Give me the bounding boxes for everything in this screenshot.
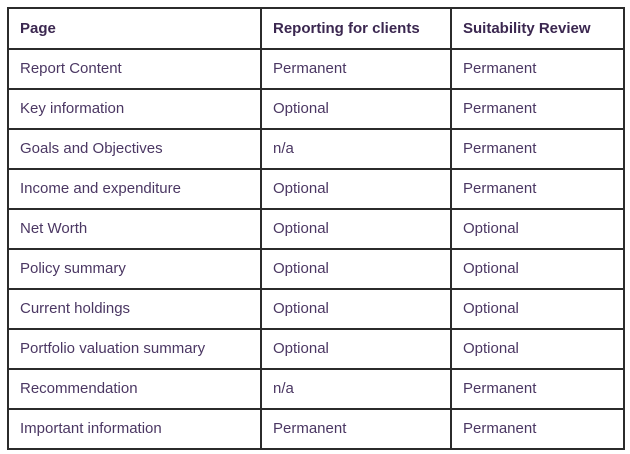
column-header-page: Page <box>7 7 262 50</box>
cell-page: Goals and Objectives <box>7 128 262 170</box>
header-row: Page Reporting for clients Suitability R… <box>7 7 625 50</box>
cell-page: Report Content <box>7 48 262 90</box>
cell-reporting-for-clients: n/a <box>260 368 452 410</box>
cell-page: Key information <box>7 88 262 130</box>
column-header-reporting-for-clients: Reporting for clients <box>260 7 452 50</box>
cell-page: Income and expenditure <box>7 168 262 210</box>
table-row: Income and expenditure Optional Permanent <box>7 168 625 210</box>
table-row: Recommendation n/a Permanent <box>7 368 625 410</box>
cell-suitability-review: Permanent <box>450 128 625 170</box>
cell-reporting-for-clients: Optional <box>260 328 452 370</box>
cell-suitability-review: Permanent <box>450 48 625 90</box>
cell-page: Important information <box>7 408 262 450</box>
cell-suitability-review: Optional <box>450 288 625 330</box>
cell-reporting-for-clients: Optional <box>260 248 452 290</box>
cell-page: Portfolio valuation summary <box>7 328 262 370</box>
cell-reporting-for-clients: Permanent <box>260 48 452 90</box>
cell-reporting-for-clients: Permanent <box>260 408 452 450</box>
cell-suitability-review: Permanent <box>450 408 625 450</box>
cell-suitability-review: Optional <box>450 208 625 250</box>
table-row: Current holdings Optional Optional <box>7 288 625 330</box>
cell-page: Policy summary <box>7 248 262 290</box>
cell-suitability-review: Permanent <box>450 168 625 210</box>
cell-suitability-review: Permanent <box>450 368 625 410</box>
cell-suitability-review: Optional <box>450 248 625 290</box>
table-row: Important information Permanent Permanent <box>7 408 625 450</box>
table-row: Portfolio valuation summary Optional Optio… <box>7 328 625 370</box>
cell-reporting-for-clients: n/a <box>260 128 452 170</box>
table-row: Key information Optional Permanent <box>7 88 625 130</box>
page-review-table: Page Reporting for clients Suitability R… <box>7 7 625 450</box>
column-header-suitability-review: Suitability Review <box>450 7 625 50</box>
table-row: Goals and Objectives n/a Permanent <box>7 128 625 170</box>
cell-page: Current holdings <box>7 288 262 330</box>
cell-reporting-for-clients: Optional <box>260 288 452 330</box>
table-row: Policy summary Optional Optional <box>7 248 625 290</box>
cell-page: Recommendation <box>7 368 262 410</box>
cell-suitability-review: Permanent <box>450 88 625 130</box>
cell-suitability-review: Optional <box>450 328 625 370</box>
cell-reporting-for-clients: Optional <box>260 168 452 210</box>
table-header: Page Reporting for clients Suitability R… <box>7 7 625 50</box>
cell-reporting-for-clients: Optional <box>260 88 452 130</box>
cell-page: Net Worth <box>7 208 262 250</box>
table-row: Net Worth Optional Optional <box>7 208 625 250</box>
table-body: Report Content Permanent Permanent Key info… <box>7 48 625 450</box>
table-row: Report Content Permanent Permanent <box>7 48 625 90</box>
page-review-table-container: Page Reporting for clients Suitability R… <box>7 7 625 450</box>
cell-reporting-for-clients: Optional <box>260 208 452 250</box>
